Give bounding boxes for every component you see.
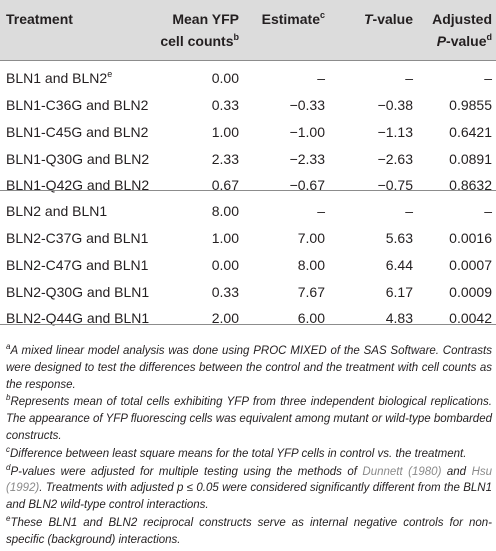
- cell-adjusted-p-value: 0.0042: [449, 310, 492, 326]
- cell-t-value: –: [405, 70, 413, 86]
- cell-treatment: BLN1-Q30G and BLN2: [6, 151, 150, 167]
- cell-mean-yfp: 2.00: [211, 310, 239, 326]
- cell-adjusted-p-value: 0.9855: [449, 97, 492, 113]
- reference-link-dunnett[interactable]: Dunnett (1980): [362, 465, 442, 478]
- cell-estimate: 7.67: [297, 284, 325, 300]
- table-row: BLN2-C47G and BLN1 0.00 8.00 6.44 0.0007: [0, 253, 496, 278]
- cell-t-value: 4.83: [385, 310, 413, 326]
- table-row: BLN2-C37G and BLN1 1.00 7.00 5.63 0.0016: [0, 226, 496, 251]
- cell-treatment: BLN1-C36G and BLN2: [6, 97, 149, 113]
- cell-adjusted-p-value: 0.0016: [449, 230, 492, 246]
- cell-estimate: −1.00: [289, 124, 325, 140]
- cell-treatment: BLN2-C47G and BLN1: [6, 257, 149, 273]
- cell-estimate: −0.67: [289, 177, 325, 193]
- cell-t-value: 6.17: [385, 284, 413, 300]
- header-mean-yfp: Mean YFP cell countsb: [160, 11, 239, 49]
- footnote-c: cDifference between least square means f…: [6, 444, 467, 460]
- table-row: BLN2-Q44G and BLN1 2.00 6.00 4.83 0.0042: [0, 306, 496, 331]
- cell-mean-yfp: 0.33: [211, 97, 239, 113]
- cell-adjusted-p-value: 0.6421: [449, 124, 492, 140]
- header-adjusted-p-value: Adjusted P-valued: [432, 11, 492, 49]
- group-divider: [0, 190, 496, 191]
- cell-t-value: −0.38: [377, 97, 413, 113]
- cell-mean-yfp: 8.00: [211, 203, 239, 219]
- cell-adjusted-p-value: 0.0891: [449, 151, 492, 167]
- table-header: Treatment Mean YFP cell countsb Estimate…: [0, 0, 496, 60]
- header-t-value: T-value: [363, 11, 413, 27]
- cell-treatment: BLN2-C37G and BLN1: [6, 230, 149, 246]
- cell-estimate: −2.33: [289, 151, 325, 167]
- header-rule: [0, 60, 496, 61]
- cell-mean-yfp: 1.00: [211, 124, 239, 140]
- cell-treatment: BLN1 and BLN2e: [6, 69, 113, 87]
- footnote-d: dP-values were adjusted for multiple tes…: [6, 462, 493, 512]
- cell-estimate: 7.00: [297, 230, 325, 246]
- cell-estimate: −0.33: [289, 97, 325, 113]
- table-row: BLN2 and BLN1 8.00 – – –: [0, 199, 496, 224]
- cell-t-value: −2.63: [377, 151, 413, 167]
- cell-adjusted-p-value: 0.0007: [449, 257, 492, 273]
- cell-adjusted-p-value: –: [484, 70, 492, 86]
- cell-treatment: BLN2 and BLN1: [6, 203, 108, 219]
- table-row: BLN1-Q42G and BLN2 0.67 −0.67 −0.75 0.8632: [0, 173, 496, 198]
- header-estimate: Estimatec: [261, 10, 325, 28]
- cell-t-value: –: [405, 203, 413, 219]
- cell-estimate: 8.00: [297, 257, 325, 273]
- cell-t-value: 6.44: [385, 257, 413, 273]
- cell-treatment: BLN2-Q30G and BLN1: [6, 284, 150, 300]
- cell-estimate: –: [317, 70, 325, 86]
- header-treatment: Treatment: [6, 11, 73, 27]
- reference-link-hsu[interactable]: Hsu (1992): [6, 465, 493, 495]
- cell-mean-yfp: 0.33: [211, 284, 239, 300]
- cell-treatment: BLN2-Q44G and BLN1: [6, 310, 150, 326]
- cell-t-value: −0.75: [377, 177, 413, 193]
- table-bottom-rule: [0, 324, 496, 325]
- cell-estimate: 6.00: [297, 310, 325, 326]
- table-row: BLN2-Q30G and BLN1 0.33 7.67 6.17 0.0009: [0, 280, 496, 305]
- footnote-e: eThese BLN1 and BLN2 reciprocal construc…: [6, 513, 492, 546]
- table-row: BLN1-C36G and BLN2 0.33 −0.33 −0.38 0.9855: [0, 93, 496, 118]
- table-row: BLN1-Q30G and BLN2 2.33 −2.33 −2.63 0.0891: [0, 147, 496, 172]
- cell-mean-yfp: 0.00: [211, 70, 239, 86]
- cell-mean-yfp: 0.00: [211, 257, 239, 273]
- cell-estimate: –: [317, 203, 325, 219]
- table-row: BLN1-C45G and BLN2 1.00 −1.00 −1.13 0.6421: [0, 120, 496, 145]
- footnote-a: aA mixed linear model analysis was done …: [6, 342, 492, 391]
- cell-t-value: 5.63: [385, 230, 413, 246]
- cell-treatment: BLN1-Q42G and BLN2: [6, 177, 150, 193]
- cell-adjusted-p-value: –: [484, 203, 492, 219]
- cell-adjusted-p-value: 0.0009: [449, 284, 492, 300]
- cell-mean-yfp: 0.67: [211, 177, 239, 193]
- cell-mean-yfp: 2.33: [211, 151, 239, 167]
- cell-t-value: −1.13: [377, 124, 413, 140]
- table-row: BLN1 and BLN2e 0.00 – – –: [0, 66, 496, 91]
- footnote-marker: e: [107, 69, 113, 79]
- footnote-b: bRepresents mean of total cells exhibiti…: [6, 393, 492, 442]
- cell-treatment: BLN1-C45G and BLN2: [6, 124, 149, 140]
- cell-adjusted-p-value: 0.8632: [449, 177, 492, 193]
- footnotes: aA mixed linear model analysis was done …: [6, 343, 492, 550]
- cell-mean-yfp: 1.00: [211, 230, 239, 246]
